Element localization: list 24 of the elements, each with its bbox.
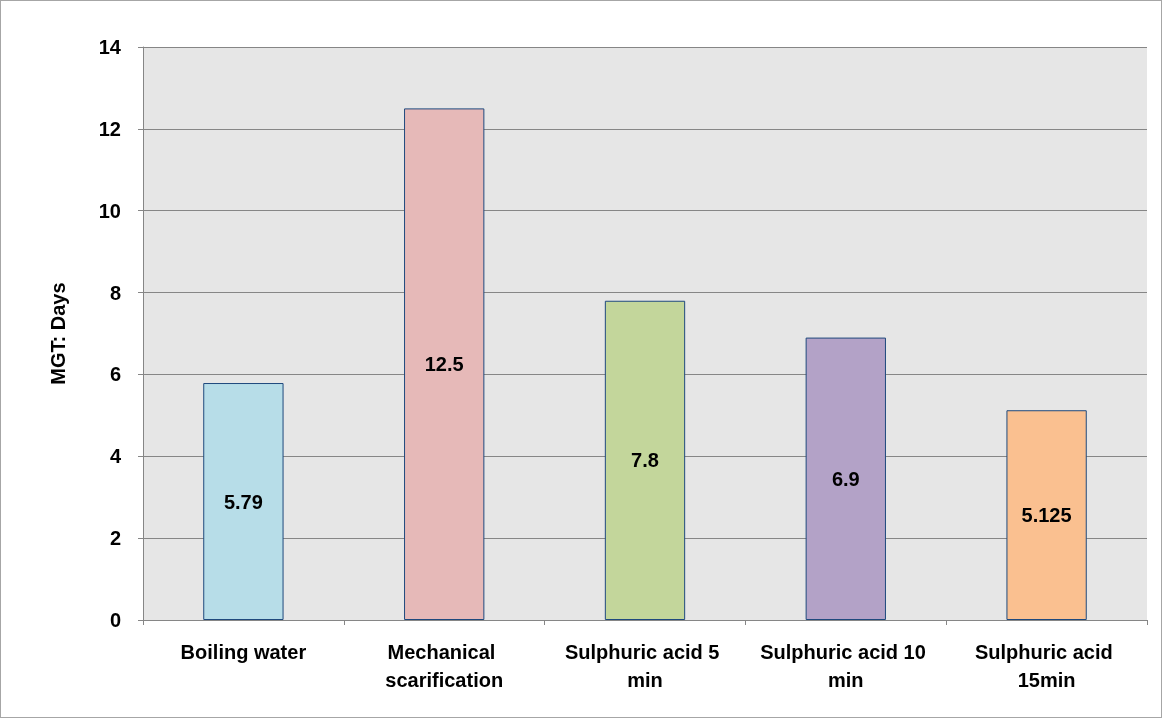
y-tick-label: 2: [109, 527, 121, 550]
bar: [203, 383, 284, 620]
y-axis-title: MGT: Days: [47, 282, 69, 385]
bar: [805, 337, 886, 620]
y-tick-label: 4: [109, 445, 122, 468]
data-label: 12.5: [424, 353, 464, 376]
bar: [1006, 410, 1087, 620]
data-label: 5.79: [223, 490, 263, 513]
x-tick-label: Mechanical scarification: [385, 641, 504, 691]
y-tick-label: 0: [109, 609, 121, 631]
data-label: 7.8: [631, 449, 659, 472]
y-tick-label: 8: [109, 281, 121, 304]
y-tick-label: 6: [109, 363, 121, 386]
bar: [604, 300, 686, 620]
x-tick-label: Sulphuric acid 10 min: [760, 641, 932, 691]
y-tick-label: 12: [98, 117, 121, 140]
data-label: 6.9: [831, 467, 860, 490]
y-tick-label: 14: [98, 36, 122, 58]
bar: [404, 108, 485, 620]
data-label: 5.125: [1021, 504, 1072, 527]
x-tick-label: Sulphuric acid 5 min: [564, 641, 726, 691]
x-tick-label: Sulphuric acid 15min: [974, 641, 1119, 691]
x-tick-label: Boiling water: [180, 641, 307, 663]
y-tick-label: 10: [98, 199, 121, 222]
